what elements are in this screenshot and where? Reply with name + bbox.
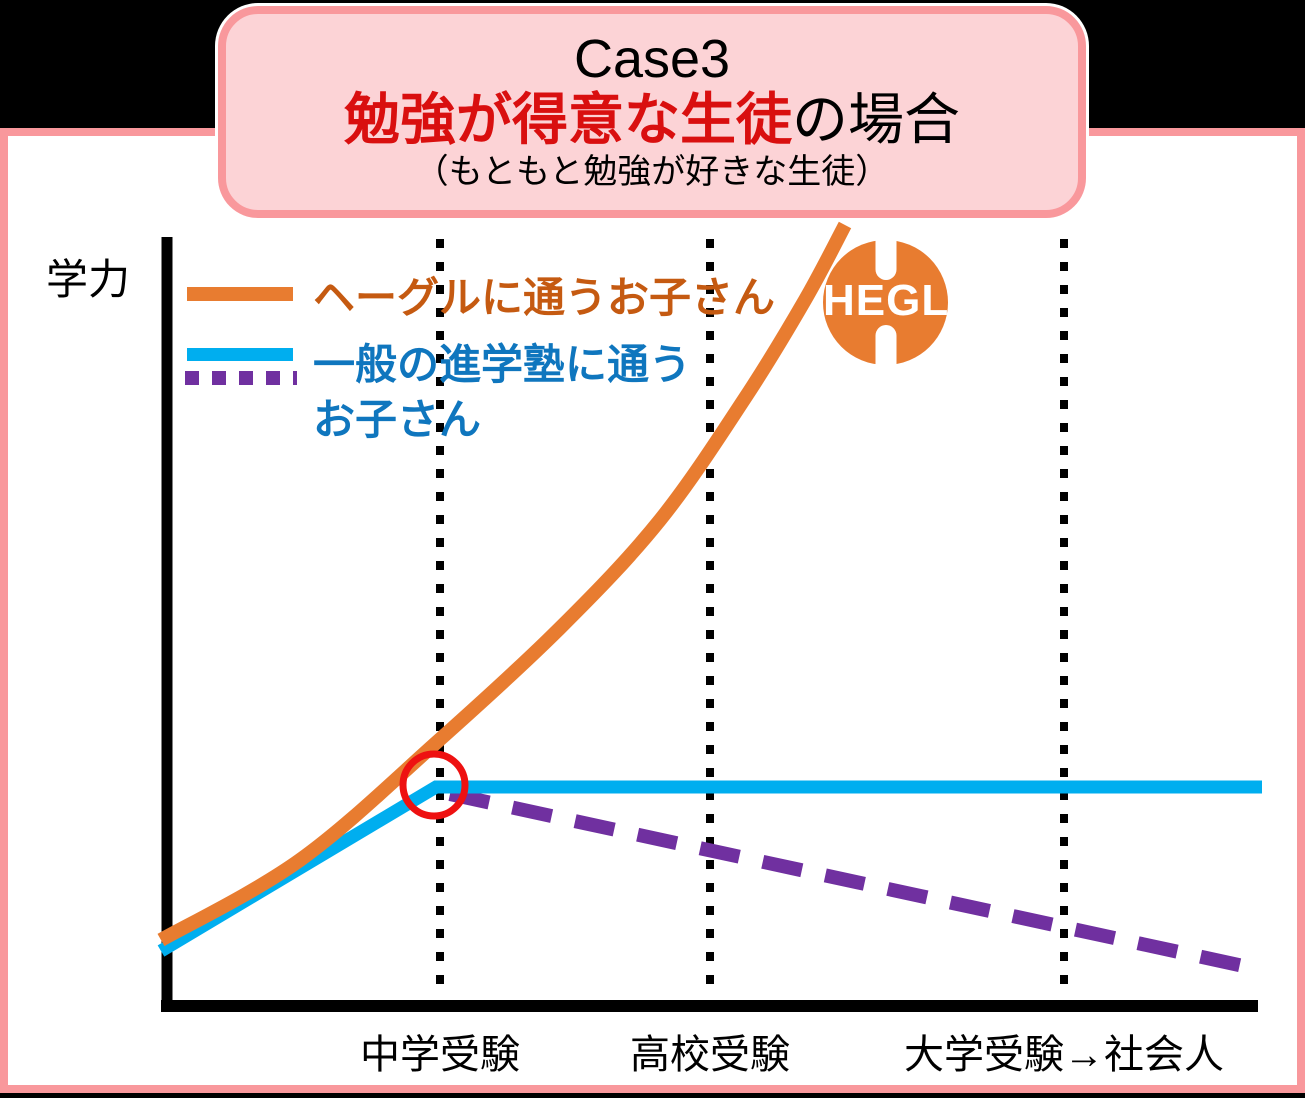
legend-label-juku-line1: 一般の進学塾に通う — [313, 341, 692, 388]
hegl-logo-text: HEGL — [823, 275, 950, 325]
x-axis-label: 高校受験 — [630, 1033, 790, 1077]
legend-swatch-juku-solid-line — [187, 348, 293, 361]
legend-label-juku-line2: お子さん — [313, 395, 482, 443]
title-case-label: Case3 — [573, 29, 731, 90]
x-axis-label: 中学受験 — [360, 1033, 520, 1077]
y-axis-label: 学力 — [46, 256, 131, 303]
legend-swatch-juku-dashed-line — [185, 371, 297, 385]
legend-swatch-hegl-line — [187, 287, 293, 301]
logo-bottom-notch-icon — [875, 325, 896, 367]
logo-top-notch-icon — [875, 238, 896, 280]
legend-label-juku: 一般の進学塾に通う お子さん — [313, 338, 691, 447]
series-hegl — [157, 221, 852, 947]
hegl-logo: HEGL — [823, 238, 950, 367]
title-suffix: の場合 — [792, 87, 960, 151]
divergence-highlight-circle — [399, 750, 469, 820]
title-main: 勉強が得意な生徒の場合 — [344, 87, 960, 152]
series-general-juku-decline — [448, 787, 1250, 974]
title-highlight: 勉強が得意な生徒 — [344, 87, 792, 151]
title-subtitle: （もともと勉強が好きな生徒） — [414, 153, 890, 192]
x-axis-label: 大学受験→社会人 — [904, 1033, 1224, 1077]
title-box: Case3 勉強が得意な生徒の場合 （もともと勉強が好きな生徒） — [218, 6, 1086, 218]
legend-label-hegl: ヘーグルに通うお子さん — [313, 274, 776, 321]
